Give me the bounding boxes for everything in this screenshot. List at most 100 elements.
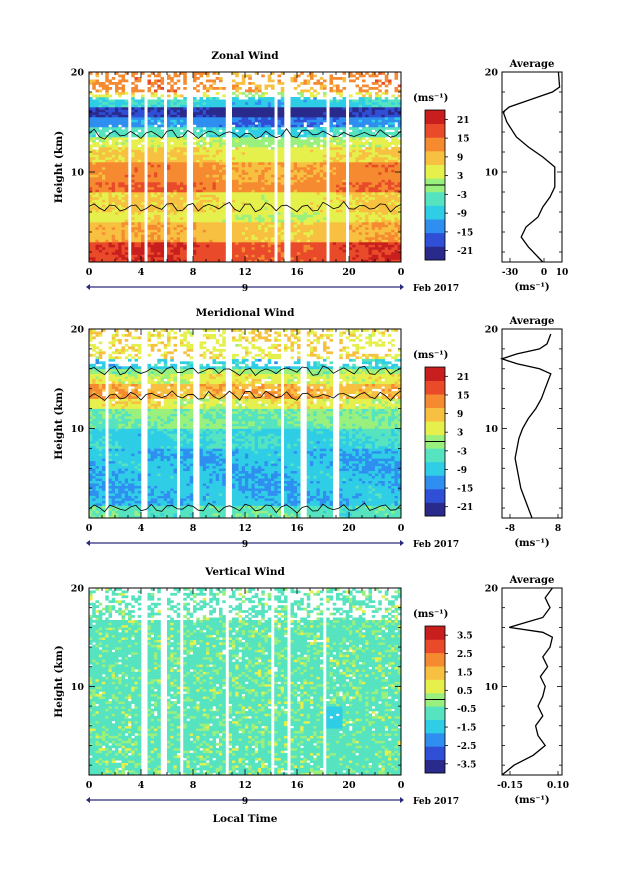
heatmap-cell [105, 222, 109, 225]
heatmap-cell [89, 124, 93, 128]
heatmap-cell [141, 144, 145, 148]
heatmap-cell [241, 77, 246, 80]
heatmap-cell [303, 242, 308, 245]
heatmap-cell [235, 224, 239, 228]
heatmap-cell [251, 202, 256, 205]
heatmap-cell [339, 234, 343, 238]
heatmap-cell [121, 132, 126, 135]
heatmap-cell [150, 134, 155, 138]
heatmap-cell [355, 214, 360, 218]
heatmap-cell [134, 229, 139, 233]
heatmap-cell [180, 204, 184, 208]
heatmap-cell [202, 234, 207, 238]
heatmap-cell [300, 199, 304, 203]
heatmap-cell [212, 129, 217, 133]
heatmap-cell [206, 197, 210, 200]
heatmap-cell [306, 157, 311, 160]
heatmap-cell [196, 164, 200, 168]
heatmap-cell [241, 212, 246, 215]
heatmap-cell [121, 112, 126, 115]
heatmap-cell [271, 149, 275, 153]
heatmap-cell [118, 247, 122, 250]
heatmap-cell [150, 184, 155, 188]
heatmap-cell [98, 104, 103, 108]
heatmap-cell [238, 107, 243, 110]
heatmap-cell [329, 112, 334, 115]
heatmap-cell [108, 152, 113, 155]
heatmap-cell [212, 137, 217, 140]
heatmap-cell [245, 174, 249, 178]
heatmap-cell [241, 169, 246, 173]
heatmap-cell [176, 149, 181, 153]
heatmap-cell [267, 224, 272, 228]
heatmap-cell [251, 177, 256, 180]
heatmap-cell [245, 229, 249, 233]
heatmap-cell [199, 249, 204, 253]
heatmap-cell [183, 247, 187, 250]
heatmap-cell [222, 209, 226, 213]
heatmap-cell [212, 177, 217, 180]
heatmap-cell [280, 119, 285, 123]
heatmap-cell [245, 147, 249, 150]
heatmap-cell [209, 119, 213, 123]
heatmap-cell [238, 254, 243, 258]
heatmap-cell [95, 79, 100, 83]
heatmap-cell [118, 257, 122, 260]
heatmap-cell [319, 174, 324, 178]
heatmap-cell [261, 127, 265, 130]
heatmap-cell [293, 234, 298, 238]
heatmap-cell [98, 109, 103, 113]
heatmap-cell [202, 194, 207, 198]
heatmap-cell [219, 187, 223, 190]
heatmap-cell [342, 112, 347, 115]
heatmap-cell [102, 187, 106, 190]
heatmap-cell [306, 139, 311, 143]
heatmap-cell [261, 162, 265, 165]
heatmap-cell [258, 229, 262, 233]
heatmap-cell [258, 102, 262, 105]
heatmap-cell [141, 174, 145, 178]
heatmap-cell [329, 242, 334, 245]
heatmap-cell [297, 192, 301, 195]
heatmap-cell [254, 187, 259, 190]
heatmap-cell [102, 142, 106, 145]
heatmap-cell [267, 114, 272, 118]
heatmap-cell [98, 194, 103, 198]
heatmap-cell [206, 212, 210, 215]
heatmap-cell [180, 137, 184, 140]
heatmap-cell [89, 259, 93, 263]
heatmap-cell [212, 184, 217, 188]
heatmap-cell [108, 244, 113, 248]
heatmap-cell [118, 142, 122, 145]
heatmap-cell [336, 227, 340, 230]
heatmap-cell [102, 127, 106, 130]
heatmap-cell [222, 259, 226, 263]
heatmap-cell [306, 209, 311, 213]
heatmap-cell [238, 174, 243, 178]
heatmap-cell [306, 244, 311, 248]
heatmap-cell [319, 167, 324, 170]
heatmap-cell [267, 247, 272, 250]
heatmap-cell [316, 162, 321, 165]
heatmap-cell [352, 79, 356, 83]
heatmap-cell [154, 182, 158, 185]
heatmap-cell [215, 134, 220, 138]
heatmap-cell [271, 214, 275, 218]
heatmap-cell [303, 167, 308, 170]
heatmap-cell [339, 252, 343, 255]
heatmap-cell [134, 169, 139, 173]
heatmap-cell [362, 154, 366, 158]
heatmap-cell [150, 99, 155, 103]
heatmap-cell [105, 257, 109, 260]
heatmap-cell [238, 247, 243, 250]
heatmap-cell [108, 189, 113, 193]
heatmap-cell [118, 242, 122, 245]
heatmap-cell [251, 237, 256, 240]
heatmap-cell [105, 104, 109, 108]
heatmap-cell [313, 214, 317, 218]
heatmap-cell [352, 182, 356, 185]
heatmap-cell [111, 214, 116, 218]
heatmap-cell [297, 187, 301, 190]
heatmap-cell [209, 207, 213, 210]
heatmap-cell [280, 202, 285, 205]
